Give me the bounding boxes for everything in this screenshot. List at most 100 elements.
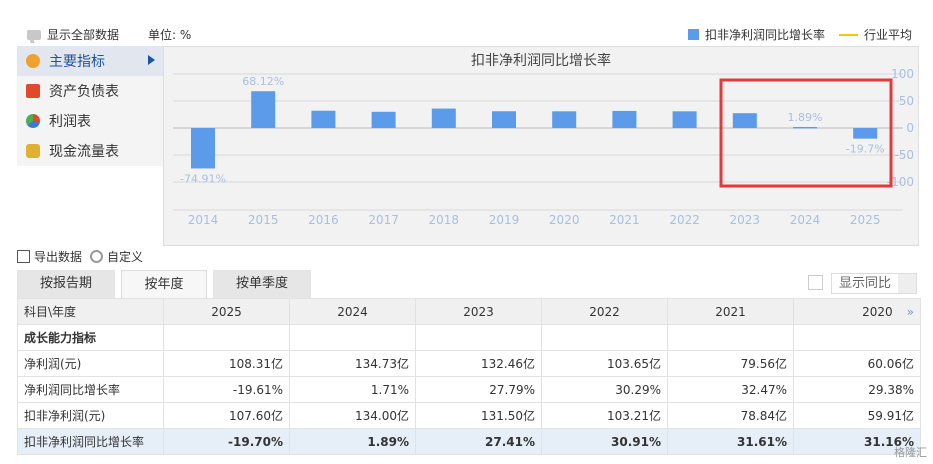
legend-swatch-icon [688,29,699,40]
show-all-toggle[interactable]: 显示全部数据 [27,26,119,43]
chart-panel: 扣非净利润同比增长率 -74.91% 68.12% 1.89% -19.7% 2014… [163,46,919,246]
x-tick-label: 2019 [489,213,520,227]
header-cell: 2023 [415,298,542,325]
tab-by-quarter[interactable]: 按单季度 [213,270,311,298]
table-cell: 成长能力指标 [17,324,164,351]
table-cell: 31.16% [793,428,921,455]
x-tick-label: 2018 [429,213,460,227]
show-compare-select[interactable]: 显示同比 [831,273,917,294]
table-cell: 108.31亿 [163,350,290,377]
x-tick-label: 2014 [188,213,219,227]
tools-row: 导出数据 自定义 [17,246,143,266]
show-compare-label: 显示同比 [839,276,892,291]
x-tick-label: 2023 [730,213,761,227]
header-cell: 2022 [541,298,668,325]
header-cell: 2021 [667,298,794,325]
table-cell: 净利润同比增长率 [17,376,164,403]
data-label: 1.89% [788,111,823,124]
data-label: 68.12% [242,75,284,88]
bar-2025 [853,128,878,139]
table-row-highlighted: 扣非净利润同比增长率 -19.70% 1.89% 27.41% 30.91% 3… [17,428,921,455]
dropdown-icon [898,274,916,293]
bar-2018 [431,108,456,128]
sidebar-item-label: 主要指标 [49,54,105,70]
table-cell: 32.47% [667,376,794,403]
legend-series[interactable]: 扣非净利润同比增长率 [688,26,825,43]
table-cell: 132.46亿 [415,350,542,377]
bar-2019 [492,111,516,128]
table-cell: 31.61% [667,428,794,455]
data-label: -19.7% [846,143,885,156]
growth-bar-chart: 扣非净利润同比增长率 -74.91% 68.12% 1.89% -19.7% 2014… [173,52,914,227]
x-tick-label: 2024 [790,213,821,227]
legend-industry[interactable]: 行业平均 [839,26,912,43]
tab-by-report-period[interactable]: 按报告期 [17,270,115,298]
pie-icon [26,114,40,128]
sidebar-item-cash-flow[interactable]: 现金流量表 [17,136,163,166]
flower-icon [26,54,40,68]
x-tick-label: 2015 [248,213,279,227]
bar-2024 [793,126,817,129]
table-row: 扣非净利润(元) 107.60亿 134.00亿 131.50亿 103.21亿… [17,402,921,429]
header-cell: 2025 [163,298,290,325]
show-all-label: 显示全部数据 [47,28,120,42]
gear-icon [90,249,104,263]
table-cell: -19.61% [163,376,290,403]
table-cell: 扣非净利润(元) [17,402,164,429]
bar-2021 [612,110,637,128]
x-tick-label: 2016 [308,213,339,227]
x-tick-label: 2017 [368,213,399,227]
legend-industry-label: 行业平均 [864,28,913,42]
table-row: 成长能力指标 [17,324,921,351]
y-tick-label: 100 [891,67,914,81]
financial-table: 科目\年度 2025 2024 2023 2022 2021 2020 » 成长能… [17,298,921,455]
x-tick-label: 2021 [609,213,640,227]
sidebar-item-income-statement[interactable]: 利润表 [17,106,163,136]
bar-2017 [371,111,396,128]
table-cell: 103.65亿 [541,350,668,377]
table-cell: 净利润(元) [17,350,164,377]
watermark-logo: 格隆汇 [894,446,927,459]
customize-button[interactable]: 自定义 [107,249,144,264]
y-tick-label: -100 [887,175,914,189]
top-bar: 显示全部数据 单位: % 扣非净利润同比增长率 行业平均 [0,0,933,46]
table-row: 净利润(元) 108.31亿 134.73亿 132.46亿 103.65亿 7… [17,350,921,377]
table-cell: 60.06亿 [793,350,921,377]
table-row: 净利润同比增长率 -19.61% 1.71% 27.79% 30.29% 32.… [17,376,921,403]
bar-2016 [311,110,336,128]
legend-series-label: 扣非净利润同比增长率 [705,28,826,42]
chart-title: 扣非净利润同比增长率 [471,52,611,69]
x-tick-label: 2020 [549,213,580,227]
y-tick-label: 0 [906,121,914,135]
sidebar-item-main-indicators[interactable]: 主要指标 [17,46,163,76]
table-cell: 103.21亿 [541,402,668,429]
sidebar-item-label: 资产负债表 [49,84,119,100]
export-icon [17,249,30,263]
table-cell: 78.84亿 [667,402,794,429]
y-tick-label: 50 [899,94,914,108]
sidebar-item-label: 利润表 [49,114,91,130]
table-cell: 107.60亿 [163,402,290,429]
table-cell: 1.89% [289,428,416,455]
bar-2022 [672,111,697,128]
highlight-box [719,78,893,188]
sidebar-item-balance-sheet[interactable]: 资产负债表 [17,76,163,106]
bar-2023 [732,113,757,128]
sidebar: 主要指标 资产负债表 利润表 现金流量表 [17,46,163,166]
export-data-button[interactable]: 导出数据 [34,249,83,264]
table-cell: 27.79% [415,376,542,403]
table-cell: -19.70% [163,428,290,455]
table-cell: 131.50亿 [415,402,542,429]
table-cell: 扣非净利润同比增长率 [17,428,164,455]
bar-2020 [552,111,577,128]
tab-by-year[interactable]: 按年度 [121,270,207,298]
compare-checkbox[interactable] [808,275,823,290]
table-header-row: 科目\年度 2025 2024 2023 2022 2021 2020 » [17,298,921,325]
sidebar-item-label: 现金流量表 [49,144,119,160]
header-cell: 2020 » [793,298,921,325]
x-tick-label: 2025 [850,213,881,227]
scroll-right-icon[interactable]: » [906,304,914,319]
table-cell: 134.73亿 [289,350,416,377]
x-tick-label: 2022 [669,213,700,227]
legend-line-icon [839,33,858,36]
